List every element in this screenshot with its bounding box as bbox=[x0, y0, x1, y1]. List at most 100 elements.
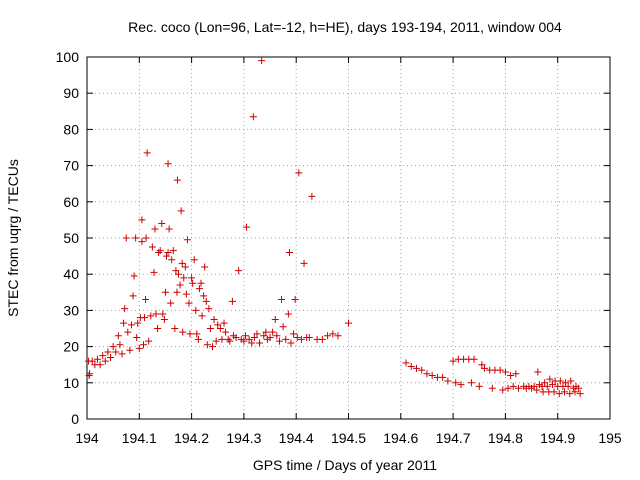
x-tick-label: 195 bbox=[598, 430, 622, 446]
y-tick-label: 30 bbox=[63, 302, 79, 318]
data-point bbox=[194, 335, 202, 343]
data-point bbox=[439, 373, 447, 381]
data-point bbox=[232, 334, 240, 342]
data-point bbox=[295, 169, 303, 177]
y-axis-label: STEC from uqrg / TECUs bbox=[5, 159, 21, 317]
data-point bbox=[550, 388, 558, 396]
x-tick-labels: 194 194.1 194.2 194.3 194.4 194.5 194.6 194.7 19… bbox=[75, 430, 622, 446]
data-point bbox=[206, 325, 214, 332]
data-point bbox=[546, 375, 554, 383]
data-point bbox=[571, 388, 579, 396]
data-point bbox=[116, 341, 124, 349]
data-point bbox=[205, 305, 213, 313]
x-tick-label: 194.8 bbox=[488, 430, 523, 446]
data-point bbox=[154, 325, 162, 332]
data-point bbox=[162, 252, 170, 260]
data-point bbox=[449, 357, 457, 365]
data-point bbox=[173, 288, 181, 296]
data-point bbox=[452, 379, 460, 387]
data-point bbox=[249, 113, 257, 121]
data-point bbox=[195, 285, 203, 293]
data-point bbox=[224, 335, 232, 343]
data-point bbox=[120, 319, 128, 327]
y-tick-labels: 0 10 20 30 40 50 60 70 80 90 100 bbox=[56, 49, 80, 427]
data-point bbox=[134, 319, 142, 327]
data-point bbox=[109, 343, 117, 351]
data-point bbox=[127, 321, 135, 329]
data-point bbox=[178, 259, 186, 267]
data-point bbox=[216, 325, 224, 332]
data-point bbox=[470, 355, 478, 363]
data-point bbox=[164, 160, 172, 168]
data-point bbox=[226, 337, 234, 345]
data-point bbox=[99, 352, 107, 360]
data-point bbox=[284, 310, 292, 318]
data-point bbox=[203, 341, 211, 349]
data-point bbox=[167, 299, 175, 307]
data-point bbox=[428, 372, 436, 380]
data-point bbox=[126, 346, 134, 354]
x-tick-label: 194.2 bbox=[174, 430, 209, 446]
x-tick-label: 194.3 bbox=[226, 430, 261, 446]
data-point bbox=[85, 372, 93, 380]
data-point bbox=[245, 335, 253, 343]
data-point bbox=[179, 328, 187, 336]
data-point bbox=[152, 310, 160, 318]
data-point bbox=[478, 361, 486, 369]
data-point bbox=[501, 368, 509, 376]
data-point bbox=[291, 296, 299, 304]
data-point bbox=[214, 321, 222, 329]
data-point bbox=[514, 384, 522, 392]
data-point bbox=[567, 377, 575, 385]
data-point bbox=[273, 332, 281, 340]
data-point bbox=[218, 335, 226, 343]
data-point bbox=[499, 386, 507, 394]
data-point bbox=[159, 310, 167, 318]
data-point bbox=[142, 296, 150, 304]
data-point bbox=[293, 334, 301, 342]
data-point bbox=[132, 234, 140, 242]
data-point bbox=[182, 290, 190, 298]
data-point bbox=[130, 272, 138, 280]
data-point bbox=[192, 306, 200, 314]
data-point bbox=[212, 337, 220, 345]
data-point bbox=[165, 225, 173, 233]
data-point bbox=[147, 312, 155, 320]
x-tick-label: 194.5 bbox=[331, 430, 366, 446]
data-point bbox=[228, 297, 236, 305]
data-point bbox=[467, 379, 475, 387]
data-point bbox=[202, 297, 210, 305]
y-tick-label: 50 bbox=[63, 230, 79, 246]
data-point bbox=[258, 57, 266, 65]
data-point bbox=[176, 281, 184, 289]
data-point bbox=[509, 382, 517, 390]
data-point bbox=[141, 314, 149, 322]
data-point bbox=[172, 267, 180, 275]
data-point bbox=[530, 382, 538, 390]
data-point bbox=[412, 364, 420, 372]
y-tick-label: 90 bbox=[63, 85, 79, 101]
y-tick-label: 60 bbox=[63, 194, 79, 210]
data-point bbox=[278, 296, 286, 304]
data-point bbox=[190, 256, 198, 264]
y-tick-label: 40 bbox=[63, 266, 79, 282]
data-point bbox=[457, 381, 465, 389]
data-point bbox=[143, 149, 151, 157]
data-point bbox=[318, 335, 326, 343]
data-point bbox=[480, 364, 488, 372]
data-point bbox=[148, 243, 156, 251]
data-point bbox=[300, 259, 308, 267]
data-point bbox=[160, 315, 168, 323]
data-point bbox=[543, 382, 551, 390]
data-point bbox=[345, 319, 352, 327]
data-point bbox=[155, 248, 163, 256]
data-point bbox=[243, 223, 251, 231]
data-point bbox=[200, 292, 208, 300]
data-point bbox=[285, 248, 293, 256]
data-point bbox=[308, 192, 316, 200]
data-point bbox=[112, 348, 120, 356]
data-point bbox=[266, 334, 274, 342]
data-point bbox=[475, 382, 483, 390]
data-points bbox=[85, 57, 584, 398]
data-point bbox=[186, 330, 194, 338]
